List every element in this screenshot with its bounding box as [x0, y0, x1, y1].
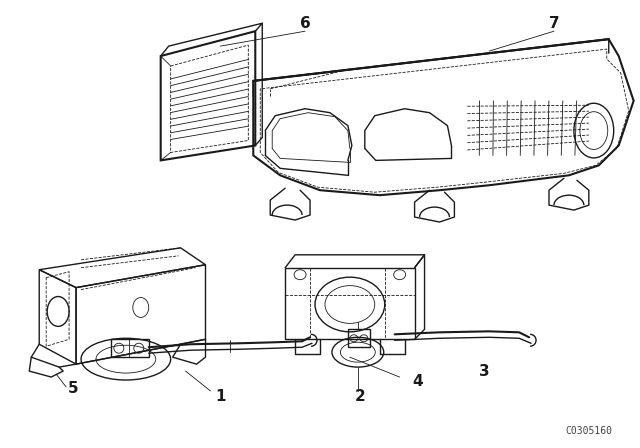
Text: 4: 4 [412, 374, 423, 388]
Text: 7: 7 [548, 16, 559, 31]
Text: 2: 2 [355, 389, 365, 405]
Text: 1: 1 [215, 389, 226, 405]
Text: 6: 6 [300, 16, 310, 31]
Text: C0305160: C0305160 [565, 426, 612, 436]
Text: 3: 3 [479, 364, 490, 379]
Text: 5: 5 [68, 381, 78, 396]
